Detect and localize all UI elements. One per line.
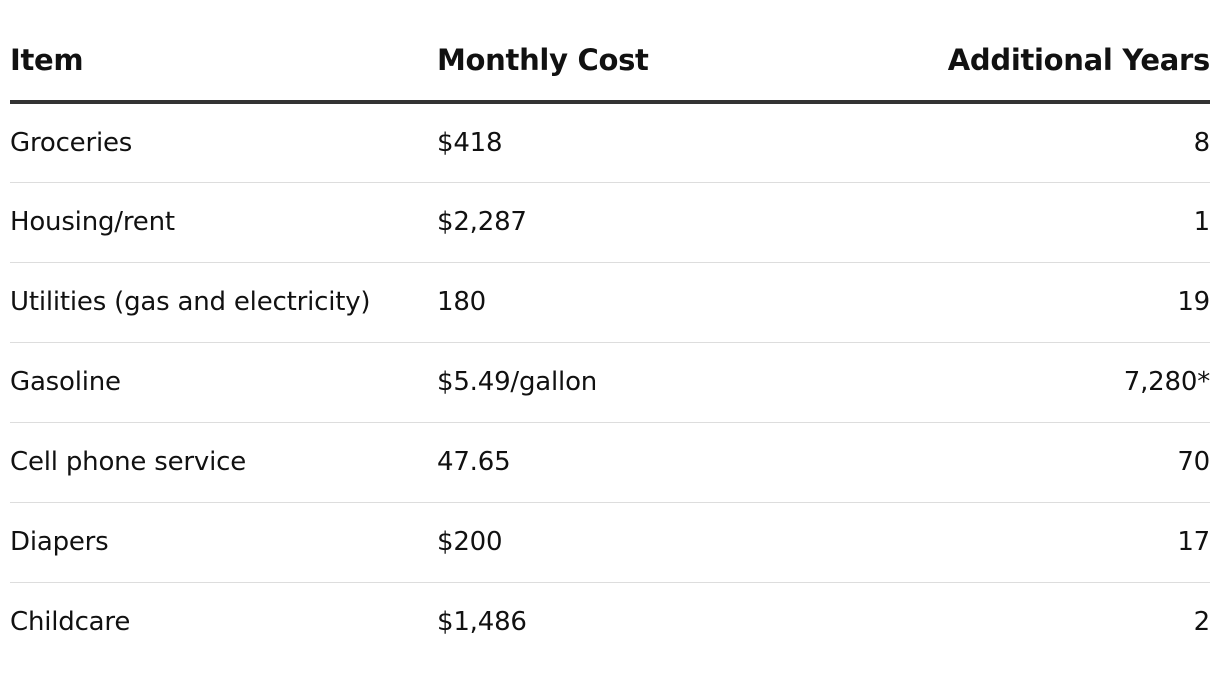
table-row: Housing/rent $2,287 1 <box>10 182 1210 263</box>
cell-monthly-cost: $5.49/gallon <box>437 342 837 423</box>
table-body: Groceries $418 8 Housing/rent $2,287 1 U… <box>10 102 1210 662</box>
header-row: Item Monthly Cost Additional Years <box>10 28 1210 104</box>
table-header: Item Monthly Cost Additional Years <box>10 28 1210 104</box>
cell-monthly-cost: $200 <box>437 502 837 583</box>
cell-monthly-cost: $2,287 <box>437 182 837 263</box>
cost-table: Item Monthly Cost Additional Years Groce… <box>10 28 1210 662</box>
header-additional-years: Additional Years <box>837 28 1210 104</box>
cell-monthly-cost: 180 <box>437 262 837 343</box>
cell-item: Utilities (gas and electricity) <box>10 262 437 343</box>
table-row: Gasoline $5.49/gallon 7,280* <box>10 342 1210 423</box>
cell-monthly-cost: 47.65 <box>437 422 837 503</box>
cell-monthly-cost: $1,486 <box>437 607 527 638</box>
table-row: Groceries $418 8 <box>10 102 1210 183</box>
cell-item: Gasoline <box>10 342 437 423</box>
table-row: Cell phone service 47.65 70 <box>10 422 1210 503</box>
cell-item: Groceries <box>10 102 437 183</box>
table-row: Utilities (gas and electricity) 180 19 <box>10 262 1210 343</box>
cell-additional-years: 70 <box>837 422 1210 503</box>
cell-additional-years: 2 <box>1193 607 1211 638</box>
cell-additional-years: 7,280* <box>837 342 1210 423</box>
cell-item: Cell phone service <box>10 422 437 503</box>
cell-item: Diapers <box>10 502 437 583</box>
cell-item: Childcare <box>10 607 131 638</box>
header-item: Item <box>10 28 437 104</box>
header-monthly-cost: Monthly Cost <box>437 28 837 104</box>
cost-table-container: Item Monthly Cost Additional Years Groce… <box>10 28 1210 662</box>
cell-additional-years: 1 <box>837 182 1210 263</box>
table-row: Diapers $200 17 <box>10 502 1210 583</box>
cell-additional-years: 8 <box>837 102 1210 183</box>
cell-item: Housing/rent <box>10 182 437 263</box>
cell-additional-years: 19 <box>837 262 1210 343</box>
cell-monthly-cost: $418 <box>437 102 837 183</box>
cell-additional-years: 17 <box>837 502 1210 583</box>
table-row: Childcare $1,486 2 <box>10 582 1210 662</box>
